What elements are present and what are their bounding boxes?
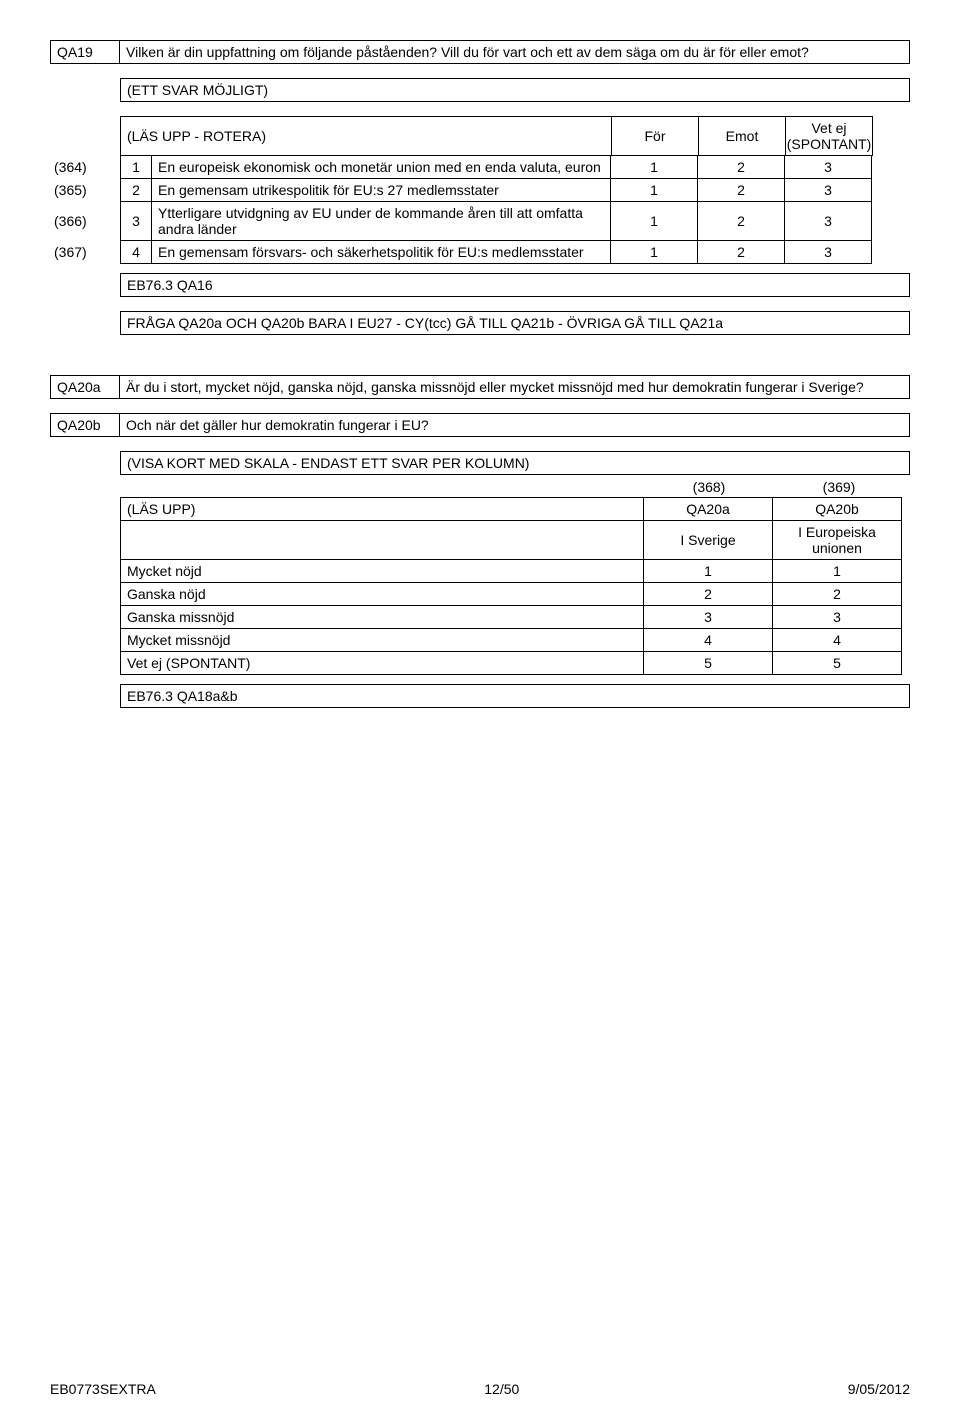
row-value: 1 <box>610 240 698 264</box>
row-number: 4 <box>120 240 152 264</box>
row-value: 3 <box>772 605 902 629</box>
qa20b-ref-row: EB76.3 QA18a&b <box>120 684 910 708</box>
qa20b-ref: EB76.3 QA18a&b <box>120 684 910 708</box>
row-value: 2 <box>772 582 902 606</box>
row-label: Vet ej (SPONTANT) <box>120 651 644 675</box>
row-value: 3 <box>784 240 872 264</box>
footer-center: 12/50 <box>484 1381 519 1397</box>
qa19-note-row: (ETT SVAR MÖJLIGT) <box>120 78 910 102</box>
qa20b-subh-1: I Europeiska unionen <box>772 520 902 560</box>
qa19-header-hint: (LÄS UPP - ROTERA) <box>120 116 612 156</box>
row-value: 4 <box>643 628 773 652</box>
row-text: En gemensam försvars- och säkerhetspolit… <box>151 240 611 264</box>
row-label: Mycket nöjd <box>120 559 644 583</box>
row-sidecode: (364) <box>50 155 120 179</box>
table-row: (366)3Ytterligare utvidgning av EU under… <box>50 201 910 241</box>
row-number: 1 <box>120 155 152 179</box>
qa19-routing: FRÅGA QA20a OCH QA20b BARA I EU27 - CY(t… <box>120 311 910 335</box>
table-row: (367)4En gemensam försvars- och säkerhet… <box>50 240 910 264</box>
row-value: 2 <box>697 240 785 264</box>
row-value: 1 <box>610 178 698 202</box>
qa20a-row: QA20a Är du i stort, mycket nöjd, ganska… <box>50 375 910 399</box>
qa20b-codes-row: (368) (369) <box>120 477 910 497</box>
qa20b-subh-0: I Sverige <box>643 520 773 560</box>
qa19-col-vetej: Vet ej (SPONTANT) <box>785 116 873 156</box>
row-number: 3 <box>120 201 152 241</box>
qa20b-note: (VISA KORT MED SKALA - ENDAST ETT SVAR P… <box>120 451 910 475</box>
qa19-ref: EB76.3 QA16 <box>120 273 910 297</box>
qa19-header-row: (LÄS UPP - ROTERA) För Emot Vet ej (SPON… <box>120 116 910 156</box>
row-text: En gemensam utrikespolitik för EU:s 27 m… <box>151 178 611 202</box>
row-value: 1 <box>610 155 698 179</box>
row-value: 5 <box>643 651 773 675</box>
qa20b-header2: I Sverige I Europeiska unionen <box>120 520 910 560</box>
qa19-rows: (364)1En europeisk ekonomisk och monetär… <box>50 155 910 264</box>
row-value: 2 <box>697 155 785 179</box>
row-value: 3 <box>784 178 872 202</box>
qa19-routing-row: FRÅGA QA20a OCH QA20b BARA I EU27 - CY(t… <box>120 311 910 335</box>
qa19-note: (ETT SVAR MÖJLIGT) <box>120 78 910 102</box>
row-value: 2 <box>697 201 785 241</box>
row-value: 3 <box>643 605 773 629</box>
row-value: 1 <box>610 201 698 241</box>
qa20b-code-right: (369) <box>774 477 904 497</box>
table-row: (365)2En gemensam utrikespolitik för EU:… <box>50 178 910 202</box>
row-value: 1 <box>772 559 902 583</box>
table-row: Vet ej (SPONTANT)55 <box>120 651 910 675</box>
qa20a-question: Är du i stort, mycket nöjd, ganska nöjd,… <box>119 375 910 399</box>
qa19-col-for: För <box>611 116 699 156</box>
page-footer: EB0773SEXTRA 12/50 9/05/2012 <box>50 1381 910 1397</box>
row-value: 2 <box>643 582 773 606</box>
qa20b-id: QA20b <box>50 413 120 437</box>
row-label: Ganska nöjd <box>120 582 644 606</box>
qa19-ref-row: EB76.3 QA16 <box>120 273 910 297</box>
qa20b-header1: (LÄS UPP) QA20a QA20b <box>120 497 910 521</box>
row-value: 3 <box>784 155 872 179</box>
qa20a-id: QA20a <box>50 375 120 399</box>
qa20b-rows: Mycket nöjd11Ganska nöjd22Ganska missnöj… <box>50 559 910 675</box>
table-row: Ganska nöjd22 <box>120 582 910 606</box>
row-text: En europeisk ekonomisk och monetär union… <box>151 155 611 179</box>
qa20b-row: QA20b Och när det gäller hur demokratin … <box>50 413 910 437</box>
qa19-col-emot: Emot <box>698 116 786 156</box>
row-sidecode: (367) <box>50 240 120 264</box>
row-value: 4 <box>772 628 902 652</box>
row-label: Ganska missnöjd <box>120 605 644 629</box>
qa20b-header-hint: (LÄS UPP) <box>120 497 644 521</box>
qa20b-question: Och när det gäller hur demokratin funger… <box>119 413 910 437</box>
qa19-question: Vilken är din uppfattning om följande på… <box>119 40 910 64</box>
row-text: Ytterligare utvidgning av EU under de ko… <box>151 201 611 241</box>
row-value: 1 <box>643 559 773 583</box>
row-value: 2 <box>697 178 785 202</box>
footer-right: 9/05/2012 <box>848 1381 910 1397</box>
row-sidecode: (366) <box>50 201 120 241</box>
qa20b-colh-1: QA20b <box>772 497 902 521</box>
qa19-question-row: QA19 Vilken är din uppfattning om följan… <box>50 40 910 64</box>
table-row: (364)1En europeisk ekonomisk och monetär… <box>50 155 910 179</box>
row-label: Mycket missnöjd <box>120 628 644 652</box>
qa19-id: QA19 <box>50 40 120 64</box>
qa20b-colh-0: QA20a <box>643 497 773 521</box>
footer-left: EB0773SEXTRA <box>50 1381 156 1397</box>
qa20b-note-row: (VISA KORT MED SKALA - ENDAST ETT SVAR P… <box>120 451 910 475</box>
table-row: Mycket missnöjd44 <box>120 628 910 652</box>
row-number: 2 <box>120 178 152 202</box>
table-row: Ganska missnöjd33 <box>120 605 910 629</box>
table-row: Mycket nöjd11 <box>120 559 910 583</box>
row-value: 3 <box>784 201 872 241</box>
row-value: 5 <box>772 651 902 675</box>
row-sidecode: (365) <box>50 178 120 202</box>
qa20b-code-left: (368) <box>644 477 774 497</box>
